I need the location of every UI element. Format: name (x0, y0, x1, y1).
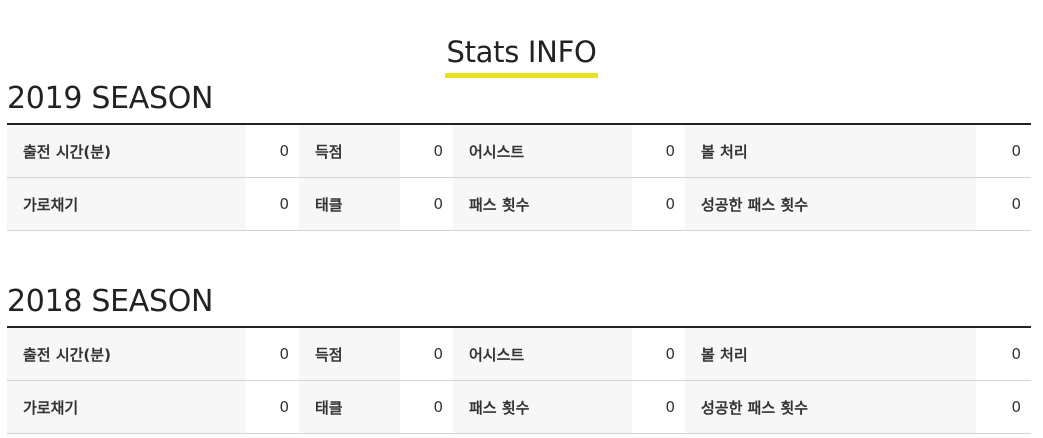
stat-label: 가로채기 (7, 177, 246, 231)
stat-label: 출전 시간(분) (7, 124, 246, 178)
stat-value: 0 (976, 327, 1031, 381)
stat-label: 어시스트 (453, 124, 632, 178)
stat-value: 0 (632, 380, 685, 434)
stat-label: 어시스트 (453, 327, 632, 381)
page-header: Stats INFO (0, 14, 1043, 98)
table-row: 출전 시간(분) 0 득점 0 어시스트 0 볼 처리 0 (7, 124, 1031, 178)
stat-label: 패스 횟수 (453, 380, 632, 434)
stat-label: 출전 시간(분) (7, 327, 246, 381)
stat-label: 성공한 패스 횟수 (685, 177, 976, 231)
stat-value: 0 (976, 177, 1031, 231)
stat-value: 0 (632, 124, 685, 178)
stat-label: 태클 (299, 380, 400, 434)
season-title: 2018 SEASON (7, 284, 214, 319)
stat-value: 0 (976, 124, 1031, 178)
stat-value: 0 (400, 177, 453, 231)
stat-value: 0 (632, 177, 685, 231)
season-2019-section: 2019 SEASON 출전 시간(분) 0 득점 0 어시스트 0 볼 처리 … (7, 79, 1031, 231)
stat-value: 0 (400, 124, 453, 178)
stat-value: 0 (246, 380, 299, 434)
stat-label: 득점 (299, 124, 400, 178)
stats-table: 출전 시간(분) 0 득점 0 어시스트 0 볼 처리 0 가로채기 0 태클 … (7, 123, 1031, 231)
stat-label: 득점 (299, 327, 400, 381)
stat-value: 0 (400, 380, 453, 434)
stat-label: 태클 (299, 177, 400, 231)
stat-label: 볼 처리 (685, 327, 976, 381)
stat-label: 가로채기 (7, 380, 246, 434)
page-title: Stats INFO (445, 33, 598, 79)
stats-table: 출전 시간(분) 0 득점 0 어시스트 0 볼 처리 0 가로채기 0 태클 … (7, 326, 1031, 434)
stat-label: 볼 처리 (685, 124, 976, 178)
table-row: 가로채기 0 태클 0 패스 횟수 0 성공한 패스 횟수 0 (7, 380, 1031, 434)
stat-label: 성공한 패스 횟수 (685, 380, 976, 434)
stat-value: 0 (976, 380, 1031, 434)
stat-value: 0 (632, 327, 685, 381)
season-2018-section: 2018 SEASON 출전 시간(분) 0 득점 0 어시스트 0 볼 처리 … (7, 282, 1031, 434)
stat-value: 0 (246, 327, 299, 381)
season-title: 2019 SEASON (7, 81, 214, 116)
stat-value: 0 (246, 177, 299, 231)
table-row: 출전 시간(분) 0 득점 0 어시스트 0 볼 처리 0 (7, 327, 1031, 381)
table-row: 가로채기 0 태클 0 패스 횟수 0 성공한 패스 횟수 0 (7, 177, 1031, 231)
stat-value: 0 (400, 327, 453, 381)
stat-value: 0 (246, 124, 299, 178)
stat-label: 패스 횟수 (453, 177, 632, 231)
